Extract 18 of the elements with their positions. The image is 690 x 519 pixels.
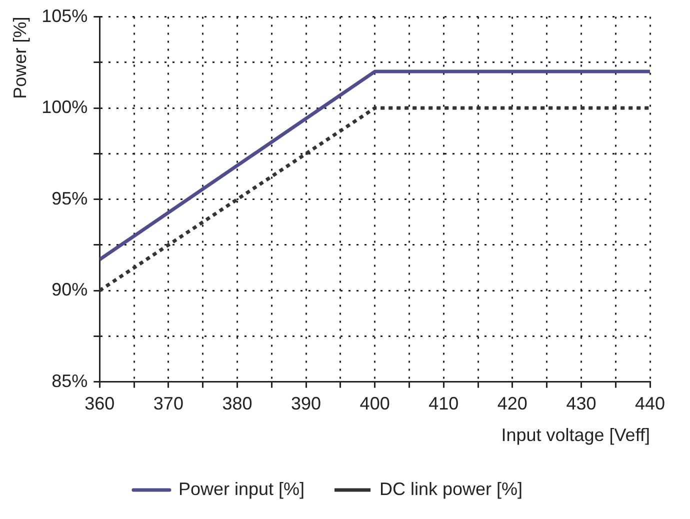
- y-tick-label: 90%: [52, 280, 88, 300]
- x-tick-label: 440: [634, 394, 666, 414]
- x-tick-label: 410: [428, 394, 459, 414]
- x-tick-label: 390: [291, 394, 322, 414]
- x-tick-label: 430: [566, 394, 596, 414]
- x-axis-title: Input voltage [Veff]: [501, 425, 650, 446]
- x-tick-label: 420: [497, 394, 528, 414]
- y-axis-title: Power [%]: [10, 16, 30, 99]
- x-tick-label: 380: [222, 394, 252, 414]
- y-tick-label: 95%: [52, 188, 88, 208]
- y-tick-label: 105%: [42, 6, 88, 26]
- legend-label: DC link power [%]: [380, 478, 523, 499]
- x-tick-label: 360: [84, 394, 115, 414]
- x-tick-label: 400: [360, 394, 390, 414]
- y-tick-label: 100%: [42, 97, 88, 118]
- legend-label: Power input [%]: [178, 478, 305, 499]
- x-tick-label: 370: [153, 394, 184, 414]
- y-tick-label: 85%: [52, 370, 88, 391]
